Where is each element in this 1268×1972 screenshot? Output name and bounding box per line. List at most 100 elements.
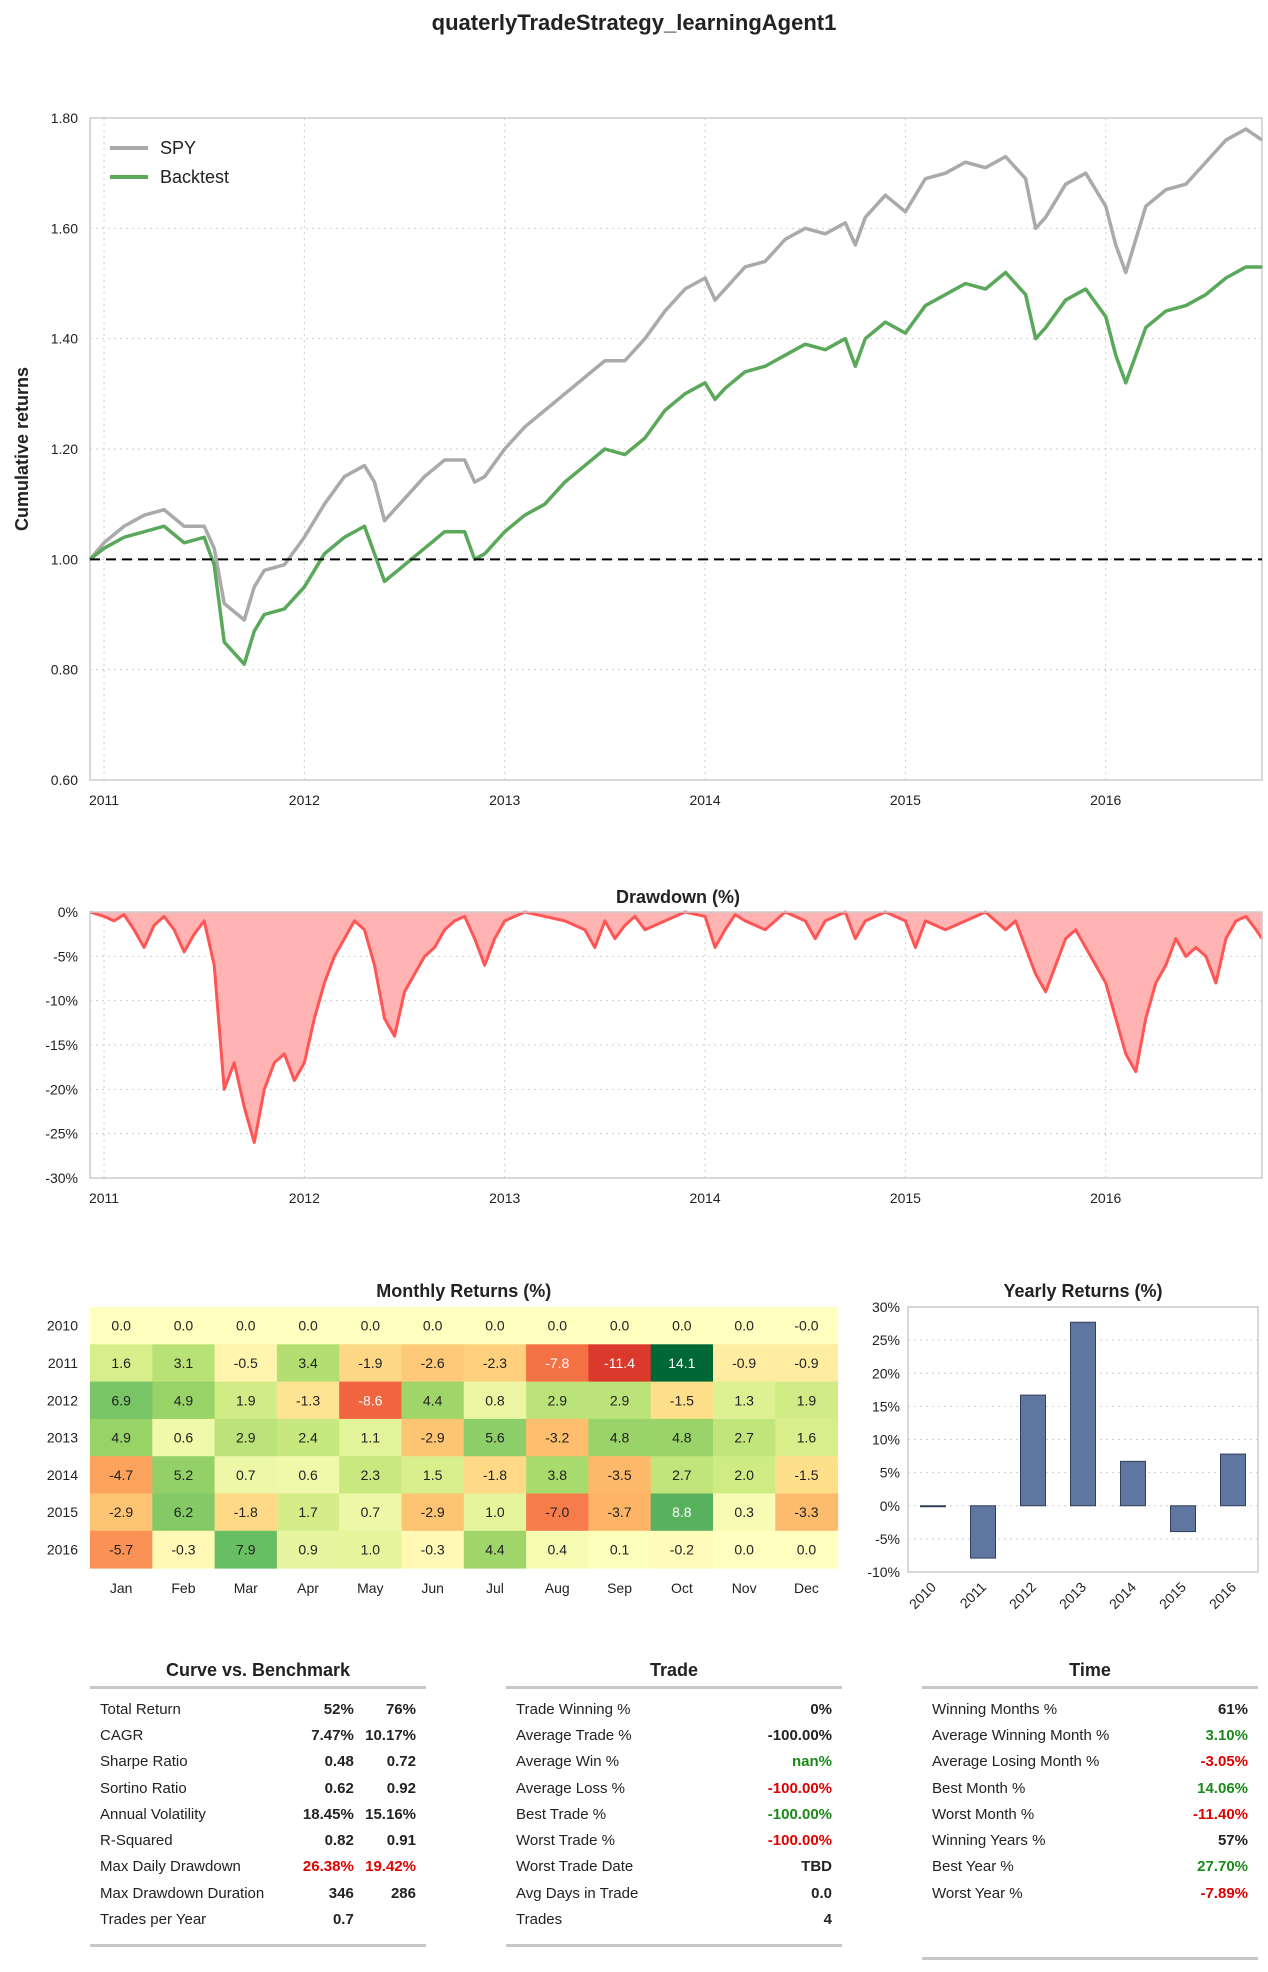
col-label: Aug <box>545 1580 570 1596</box>
cell-label: -2.9 <box>421 1504 445 1520</box>
x-tick-label: 2012 <box>289 1190 320 1206</box>
cell-label: 7.9 <box>236 1541 256 1557</box>
stats-row: Trades per Year 0.7 <box>90 1906 426 1932</box>
cell-label: 2.9 <box>610 1392 630 1408</box>
cell-label: 0.3 <box>734 1504 754 1520</box>
stats-row: Worst Year % -7.89% <box>922 1880 1258 1906</box>
cell-label: 4.8 <box>610 1430 630 1446</box>
cell-label: -0.9 <box>732 1355 756 1371</box>
stat-label: Total Return <box>100 1700 181 1718</box>
drawdown-area <box>90 912 1262 1143</box>
stat-label: Average Winning Month % <box>932 1726 1110 1744</box>
heatmap-cell <box>650 1530 714 1569</box>
stat-value-benchmark: 0.72 <box>386 1753 416 1771</box>
heatmap-cell <box>526 1344 589 1383</box>
heatmap-cell <box>713 1307 776 1345</box>
heatmap-cell <box>90 1418 153 1457</box>
stats-row: Worst Month % -11.40% <box>922 1801 1258 1827</box>
stat-label: Average Trade % <box>516 1726 632 1744</box>
yearly-returns-chart: Yearly Returns (%) 30% 25% 20% 15% 10% 5% 0% -5%… <box>867 1281 1259 1612</box>
cell-label: 0.0 <box>298 1318 318 1334</box>
heatmap-cell <box>152 1530 216 1569</box>
cell-label: 3.8 <box>548 1467 568 1483</box>
y-tick-label: -15% <box>45 1037 78 1053</box>
x-tick-label: 2012 <box>1006 1579 1039 1612</box>
stats-row: Average Trade % -100.00% <box>506 1722 842 1748</box>
cumulative-returns-chart: 0.60 0.80 1.00 1.20 1.40 1.60 1.80 2011 2012 2013… <box>12 110 1263 808</box>
stats-row: Winning Years % 57% <box>922 1827 1258 1853</box>
stat-label: Worst Year % <box>932 1884 1023 1902</box>
stat-value-backtest: 346 <box>328 1884 354 1902</box>
heatmap-cell <box>214 1493 278 1532</box>
y-tick-label: -30% <box>45 1170 78 1186</box>
heatmap-cell <box>463 1530 527 1569</box>
y-tick-label: -5% <box>53 948 78 964</box>
stat-label: Best Month % <box>932 1779 1026 1797</box>
cell-label: 0.9 <box>298 1541 318 1557</box>
x-tick-label: 2015 <box>890 1190 921 1206</box>
heatmap-cell <box>588 1344 652 1383</box>
stats-row: Trades 4 <box>506 1906 842 1932</box>
x-tick-label: 2013 <box>489 792 520 808</box>
cell-label: 0.0 <box>610 1318 630 1334</box>
cell-label: -1.9 <box>358 1355 382 1371</box>
heatmap-cell <box>588 1456 652 1494</box>
heatmap-cell <box>588 1381 652 1420</box>
curve-stats-table: Total Return 52% 76% CAGR 7.47% 10.17% Sharpe … <box>90 1696 426 1933</box>
heatmap-cell <box>214 1344 278 1383</box>
y-tick-label: 30% <box>872 1299 900 1315</box>
stat-value-benchmark: 15.16% <box>365 1805 416 1823</box>
stats-row: Average Winning Month % 3.10% <box>922 1722 1258 1748</box>
stat-label: Worst Month % <box>932 1805 1035 1823</box>
cell-label: -3.2 <box>545 1430 569 1446</box>
heatmap-cell <box>90 1307 153 1345</box>
heatmap-cell <box>713 1344 776 1383</box>
time-panel-rule <box>922 1686 1258 1689</box>
cell-label: 2.7 <box>672 1467 692 1483</box>
heatmap-cell <box>463 1418 527 1457</box>
cell-label: 2.9 <box>548 1392 568 1408</box>
stat-label: Annual Volatility <box>100 1805 206 1823</box>
cell-label: -5.7 <box>109 1541 133 1557</box>
cell-label: 1.7 <box>298 1504 318 1520</box>
cell-label: -2.9 <box>109 1504 133 1520</box>
y-tick-label: -5% <box>875 1531 900 1547</box>
stat-label: Sharpe Ratio <box>100 1753 188 1771</box>
stats-row: Worst Trade Date TBD <box>506 1854 842 1880</box>
heatmap-cell <box>152 1381 216 1420</box>
cell-label: -2.9 <box>421 1430 445 1446</box>
heatmap-cell <box>152 1493 216 1532</box>
heatmap-cell <box>463 1344 527 1383</box>
x-tick-label: 2014 <box>689 1190 720 1206</box>
cell-label: -3.3 <box>794 1504 818 1520</box>
col-label: Nov <box>732 1580 757 1596</box>
cell-label: 0.0 <box>672 1318 692 1334</box>
stat-value: -100.00% <box>767 1726 832 1744</box>
heatmap-cell <box>276 1456 340 1494</box>
cell-label: -2.6 <box>421 1355 445 1371</box>
heatmap-cell <box>526 1381 589 1420</box>
curve-panel-title: Curve vs. Benchmark <box>165 1660 351 1680</box>
stat-value-benchmark <box>358 1906 426 1932</box>
heatmap-cell <box>339 1307 402 1345</box>
y-tick-label: 1.20 <box>51 441 78 457</box>
stat-value: -3.05% <box>1200 1753 1248 1771</box>
stat-label: Avg Days in Trade <box>516 1884 639 1902</box>
heatmap-cell <box>526 1493 589 1532</box>
stats-row: Sharpe Ratio 0.48 0.72 <box>90 1749 426 1775</box>
cell-label: 0.0 <box>797 1541 817 1557</box>
y-tick-label: 15% <box>872 1398 900 1414</box>
y-tick-label: 1.60 <box>51 220 78 236</box>
heatmap-cell <box>152 1418 216 1457</box>
x-tick-label: 2014 <box>1106 1579 1139 1612</box>
y-tick-label: 0.80 <box>51 662 78 678</box>
cell-label: 2.7 <box>734 1430 754 1446</box>
col-label: May <box>357 1580 383 1596</box>
stat-value: 4 <box>823 1911 832 1929</box>
time-panel-bottom-rule <box>922 1957 1258 1961</box>
cell-label: 0.0 <box>361 1318 381 1334</box>
series-line-spy <box>88 127 1263 622</box>
stat-label: Average Win % <box>516 1753 620 1771</box>
heatmap-cell <box>339 1530 402 1569</box>
col-label: Oct <box>671 1580 693 1596</box>
